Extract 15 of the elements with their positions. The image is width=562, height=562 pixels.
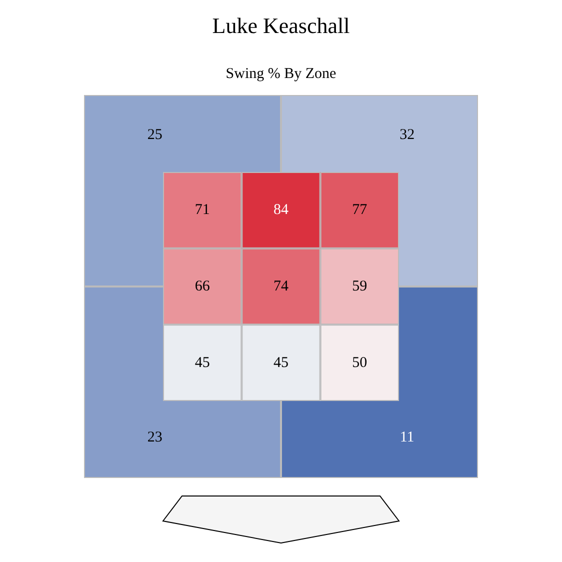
chart-title: Luke Keaschall <box>212 12 350 38</box>
data-label: 45 <box>194 354 210 371</box>
data-label: 66 <box>194 278 210 294</box>
data-label: 59 <box>352 278 368 294</box>
data-label: 25 <box>147 127 162 144</box>
data-label: 74 <box>274 278 289 294</box>
data-label: 11 <box>400 430 414 446</box>
data-label: 45 <box>274 354 288 371</box>
data-label: 77 <box>352 202 368 218</box>
chart-subtitle: Swing % By Zone <box>226 66 337 82</box>
data-label: 50 <box>352 354 368 371</box>
data-label: 23 <box>147 430 162 446</box>
data-label: 84 <box>274 202 289 218</box>
data-label: 71 <box>194 202 210 218</box>
data-label: 32 <box>400 127 415 144</box>
